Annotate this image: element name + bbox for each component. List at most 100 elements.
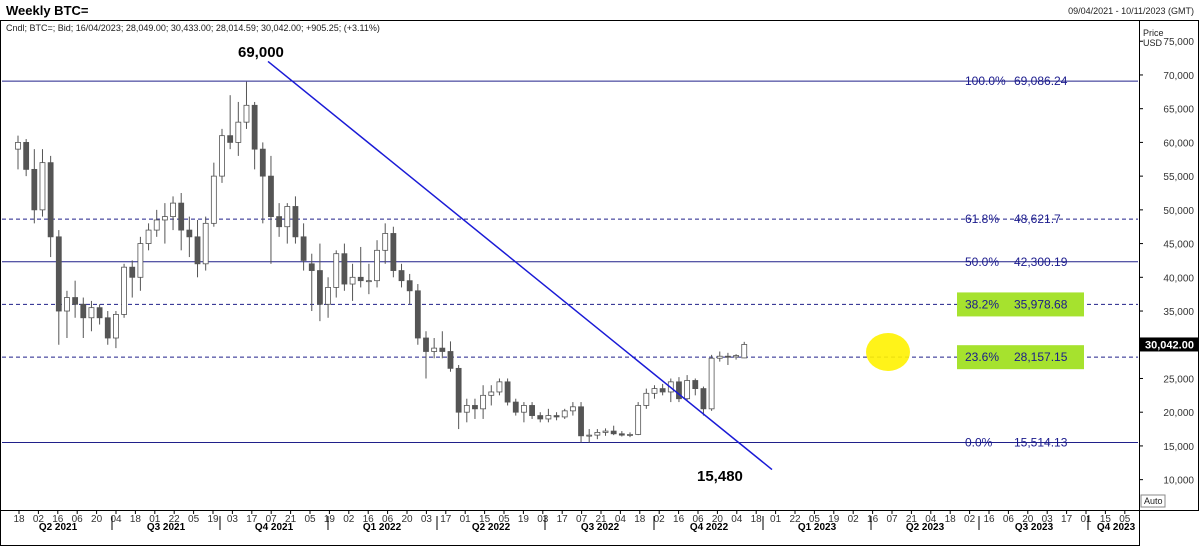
candle-body — [55, 236, 62, 312]
x-tick-label: 03 — [421, 514, 433, 525]
fib-pct-label: 100.0% — [965, 74, 1006, 88]
current-price-label: 30,042.00 — [1145, 339, 1194, 351]
x-tick-label: 20 — [91, 514, 103, 525]
candle-body — [186, 229, 193, 238]
x-tick-label: 22 — [169, 514, 181, 525]
auto-button[interactable] — [1140, 494, 1166, 508]
y-tick-label: 75,000 — [1163, 37, 1194, 48]
candle-body — [276, 216, 283, 228]
candle-body — [308, 263, 315, 271]
x-tick-label: 15 — [479, 514, 491, 525]
candle-body — [317, 270, 323, 305]
fib-pct-label: 38.2% — [965, 297, 999, 311]
candle-body — [684, 380, 691, 400]
fib-highlight-box — [957, 292, 1084, 317]
candle-body — [268, 175, 274, 217]
candle-body — [153, 219, 160, 231]
candle-body — [439, 347, 446, 352]
candle-body — [31, 168, 38, 211]
x-tick-label: 04 — [925, 514, 937, 525]
candle-body — [129, 266, 136, 278]
x-tick-label: 03 — [1042, 514, 1054, 525]
y-tick-label: 50,000 — [1163, 206, 1194, 217]
x-tick-label: 19 — [828, 514, 840, 525]
time-axis-frame — [0, 510, 1140, 546]
quarter-label: Q3 2023 — [1015, 522, 1054, 533]
y-tick-label: 15,000 — [1163, 442, 1194, 453]
candle-body — [472, 405, 478, 410]
x-ticks: 18 02 16 06 20 04 18 01 22 05 19 03 17 07 21 05 19 02 16 06… — [13, 510, 1131, 525]
fib-pct-label: 50.0% — [965, 255, 999, 269]
x-tick-label: 22 — [789, 514, 801, 525]
candle-body — [594, 432, 601, 436]
candle-body — [88, 307, 95, 319]
candle-body — [161, 216, 168, 221]
date-range: 09/04/2021 - 10/11/2023 (GMT) — [1068, 6, 1194, 16]
candle-body — [676, 381, 682, 400]
y-ticks: 10,00015,00020,00025,00030,00035,00040,0… — [1139, 37, 1194, 487]
x-tick-label: 07 — [576, 514, 588, 525]
candle-body — [578, 406, 584, 437]
x-tick-label: 16 — [983, 514, 995, 525]
x-tick-label: 05 — [498, 514, 510, 525]
candle-body — [202, 222, 209, 265]
candle-body — [496, 381, 503, 393]
x-tick-label: 17 — [246, 514, 258, 525]
x-tick-label: 06 — [1003, 514, 1015, 525]
fib-value-label: 42,300.19 — [1014, 255, 1068, 269]
trendline — [267, 60, 773, 471]
x-tick-label: 18 — [751, 514, 763, 525]
last-candle — [741, 341, 748, 359]
y-tick-label: 40,000 — [1163, 273, 1194, 284]
candle-body — [194, 236, 201, 265]
candle-body — [390, 233, 397, 271]
candle-body — [72, 297, 79, 305]
x-tick-label: 19 — [324, 514, 336, 525]
candle-body — [414, 290, 421, 339]
candle-body — [529, 405, 535, 416]
current-price-tag — [1140, 337, 1198, 352]
x-tick-label: 20 — [712, 514, 724, 525]
x-tick-label: 21 — [906, 514, 918, 525]
candle-body — [521, 405, 527, 413]
x-tick-label: 06 — [692, 514, 704, 525]
candle-body — [104, 317, 111, 339]
fib-highlight-box — [957, 345, 1084, 370]
candle-body — [325, 287, 331, 305]
x-tick-label: 17 — [440, 514, 452, 525]
x-tick-label: 21 — [595, 514, 607, 525]
y-tick-label: 65,000 — [1163, 105, 1194, 116]
x-tick-label: 01 — [149, 514, 161, 525]
candle-body — [64, 297, 70, 312]
x-tick-label: 02 — [33, 514, 45, 525]
candle-body — [39, 162, 46, 211]
fib-pct-label: 61.8% — [965, 212, 999, 226]
fib-value-label: 28,157.15 — [1014, 350, 1068, 364]
y-tick-label: 25,000 — [1163, 374, 1194, 385]
candles — [15, 81, 739, 443]
x-tick-label: 06 — [72, 514, 84, 525]
x-tick-label: 16 — [52, 514, 64, 525]
x-tick-label: 03 — [227, 514, 239, 525]
candle-body — [610, 430, 617, 435]
candle-body — [15, 142, 21, 150]
candle-body — [423, 337, 429, 352]
low-annotation: 15,480 — [697, 468, 743, 485]
x-tick-label: 19 — [207, 514, 219, 525]
quarter-label: Q2 2021 — [39, 522, 78, 533]
x-tick-label: 16 — [363, 514, 375, 525]
candle-body — [512, 401, 519, 413]
candle-body — [586, 434, 593, 437]
x-tick-label: 02 — [848, 514, 860, 525]
candle-body — [725, 355, 731, 358]
quarter-label: Q4 2022 — [690, 522, 729, 533]
candle-body — [292, 206, 299, 238]
candle-body — [692, 380, 699, 389]
candle-body — [227, 135, 234, 143]
candle-body — [463, 405, 470, 413]
price-axis-unit: USD — [1143, 38, 1163, 48]
candle-body — [618, 433, 625, 436]
candle-body — [243, 104, 250, 123]
price-axis-frame — [1139, 20, 1199, 511]
candle-body — [537, 415, 544, 420]
